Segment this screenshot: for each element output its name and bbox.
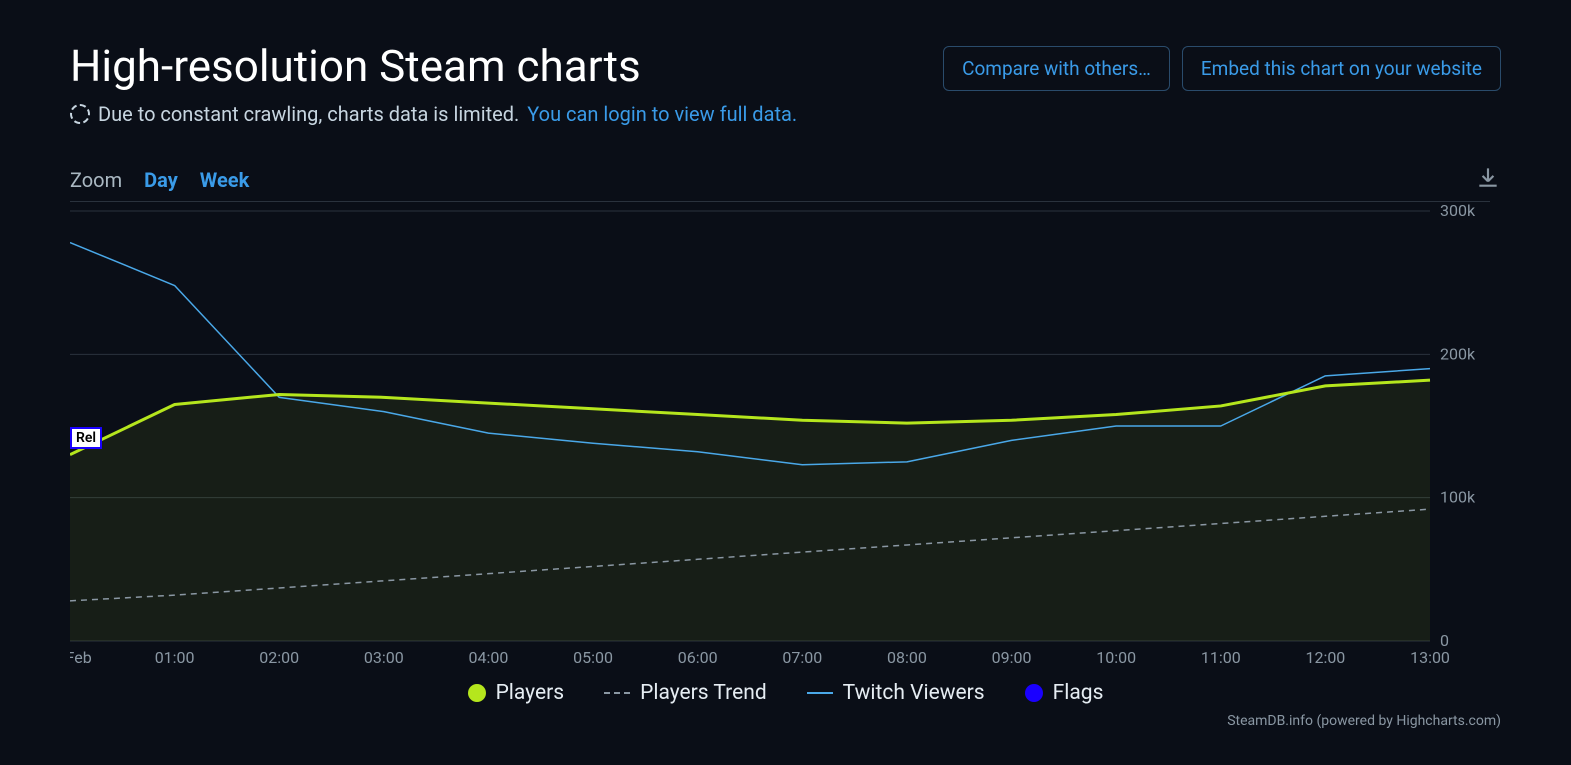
svg-text:09:00: 09:00 [992, 648, 1032, 667]
svg-text:04:00: 04:00 [469, 648, 509, 667]
legend-label: Players [496, 681, 565, 705]
svg-text:12:00: 12:00 [1305, 648, 1345, 667]
svg-text:08:00: 08:00 [887, 648, 927, 667]
line-icon [807, 692, 833, 694]
svg-text:4. Feb: 4. Feb [70, 648, 92, 667]
legend-label: Players Trend [640, 681, 767, 705]
zoom-label: Zoom [70, 168, 122, 192]
circle-icon [468, 684, 486, 702]
page-title: High-resolution Steam charts [70, 40, 641, 92]
legend-label: Twitch Viewers [843, 681, 985, 705]
dashed-line-icon [604, 692, 630, 694]
legend-flags[interactable]: Flags [1025, 681, 1104, 705]
embed-button[interactable]: Embed this chart on your website [1182, 46, 1501, 91]
svg-text:200k: 200k [1440, 344, 1476, 363]
svg-text:10:00: 10:00 [1096, 648, 1136, 667]
chart-legend: Players Players Trend Twitch Viewers Fla… [70, 681, 1501, 705]
login-link[interactable]: You can login to view full data. [527, 102, 797, 126]
svg-text:05:00: 05:00 [573, 648, 613, 667]
legend-players[interactable]: Players [468, 681, 565, 705]
chart-svg: 0100k200k300k4. Feb01:0002:0003:0004:000… [70, 201, 1490, 671]
compare-button[interactable]: Compare with others… [943, 46, 1170, 91]
svg-text:06:00: 06:00 [678, 648, 718, 667]
legend-label: Flags [1053, 681, 1104, 705]
zoom-week[interactable]: Week [200, 168, 249, 192]
notice-text: Due to constant crawling, charts data is… [98, 102, 519, 126]
svg-text:300k: 300k [1440, 201, 1476, 220]
circle-icon [1025, 684, 1043, 702]
header-buttons: Compare with others… Embed this chart on… [943, 46, 1501, 91]
download-icon[interactable] [1475, 164, 1501, 195]
release-flag[interactable]: Rel [70, 427, 102, 449]
svg-text:100k: 100k [1440, 488, 1476, 507]
svg-text:03:00: 03:00 [364, 648, 404, 667]
svg-text:01:00: 01:00 [155, 648, 195, 667]
svg-text:13:00: 13:00 [1410, 648, 1450, 667]
loading-icon [70, 104, 90, 124]
zoom-day[interactable]: Day [144, 168, 178, 192]
chart-credit: SteamDB.info (powered by Highcharts.com) [70, 713, 1501, 729]
legend-players-trend[interactable]: Players Trend [604, 681, 767, 705]
svg-text:11:00: 11:00 [1201, 648, 1241, 667]
svg-text:07:00: 07:00 [782, 648, 822, 667]
limited-data-notice: Due to constant crawling, charts data is… [70, 102, 1501, 126]
legend-twitch[interactable]: Twitch Viewers [807, 681, 985, 705]
zoom-controls: Zoom Day Week [70, 164, 1501, 195]
chart-area: 0100k200k300k4. Feb01:0002:0003:0004:000… [70, 201, 1501, 671]
svg-text:02:00: 02:00 [259, 648, 299, 667]
